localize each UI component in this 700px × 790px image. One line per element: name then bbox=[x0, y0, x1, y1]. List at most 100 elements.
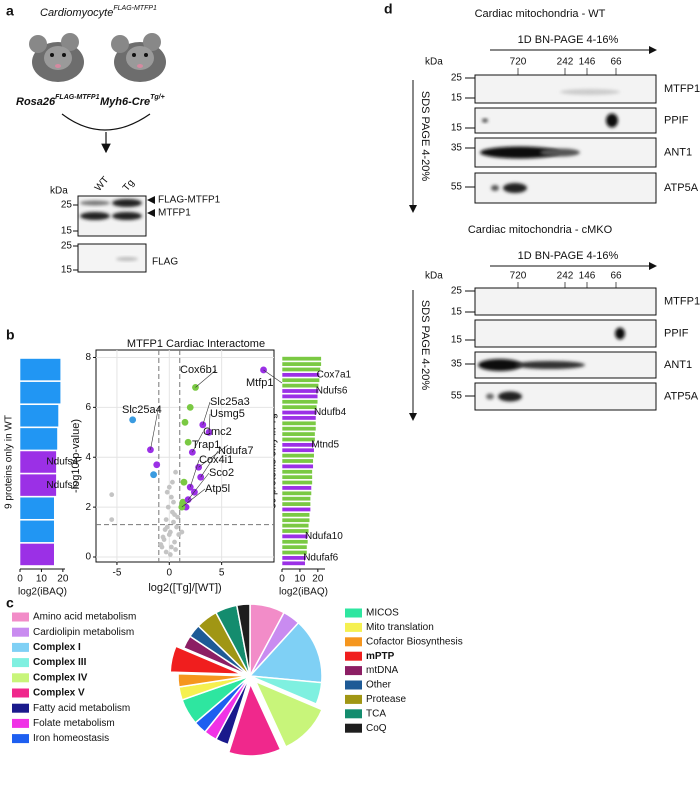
bar bbox=[281, 528, 310, 534]
ladder-label: 66 bbox=[610, 271, 622, 282]
band-arrow bbox=[147, 196, 155, 204]
pie-slice bbox=[177, 673, 251, 688]
legend-label: mtDNA bbox=[366, 665, 399, 676]
data-point bbox=[186, 403, 194, 411]
bar bbox=[281, 485, 312, 491]
blot-band bbox=[112, 212, 142, 220]
sds-label: SDS PAGE 4-20% bbox=[419, 91, 431, 181]
bar bbox=[281, 544, 308, 550]
legend-swatch bbox=[12, 642, 29, 652]
bar bbox=[281, 458, 314, 464]
ladder-label: 242 bbox=[557, 271, 574, 282]
panel-label: a bbox=[6, 3, 14, 19]
bar bbox=[281, 410, 318, 416]
bar bbox=[281, 490, 312, 496]
mouse-label-sup: FLAG-MTFP1 bbox=[55, 94, 99, 101]
blot-band bbox=[503, 183, 527, 193]
legend-swatch bbox=[345, 666, 362, 676]
bar bbox=[281, 523, 310, 529]
blot bbox=[474, 74, 657, 104]
x-tick-label: 20 bbox=[57, 574, 69, 585]
mouse-icon bbox=[111, 33, 166, 82]
legend-swatch bbox=[12, 688, 29, 698]
data-point bbox=[171, 519, 176, 525]
bar bbox=[281, 512, 311, 518]
x-tick-label: 0 bbox=[279, 574, 285, 585]
blot-band bbox=[482, 118, 488, 123]
bar bbox=[281, 453, 315, 459]
legend-swatch bbox=[12, 658, 29, 668]
data-point bbox=[109, 517, 115, 522]
bar bbox=[281, 560, 306, 566]
bar bbox=[281, 361, 322, 367]
ladder-label: 146 bbox=[579, 271, 596, 282]
leader-line bbox=[263, 369, 283, 384]
legend-swatch bbox=[345, 694, 362, 704]
bar bbox=[281, 415, 317, 421]
legend-swatch bbox=[12, 627, 29, 637]
blot-band bbox=[80, 212, 110, 220]
bar-label: Ndufs2 bbox=[46, 480, 78, 491]
bar bbox=[281, 496, 311, 502]
kda-label: kDa bbox=[425, 271, 443, 282]
panel-label: c bbox=[6, 595, 14, 611]
legend-label: TCA bbox=[366, 708, 386, 719]
legend-label: Complex IV bbox=[33, 672, 88, 683]
pie-slice bbox=[248, 621, 323, 684]
mouse-label: Myh6-CreTg/+ bbox=[100, 94, 165, 108]
bar bbox=[19, 404, 59, 428]
bar bbox=[19, 543, 55, 566]
pie-slice bbox=[254, 680, 324, 748]
bar bbox=[281, 383, 320, 389]
row-label: PPIF bbox=[664, 114, 689, 126]
x-tick-label: 0 bbox=[167, 568, 173, 579]
row-label: MTFP1 bbox=[664, 295, 700, 307]
bar bbox=[281, 404, 318, 410]
bar bbox=[281, 533, 309, 539]
data-point bbox=[167, 529, 173, 535]
cross-curve bbox=[61, 113, 151, 131]
row-label: ATP5A bbox=[664, 390, 699, 402]
bar-label: Cox7a1 bbox=[317, 369, 352, 380]
ladder-label: 242 bbox=[557, 57, 574, 68]
sds-label: SDS PAGE 4-20% bbox=[419, 300, 431, 390]
x-tick-label: 0 bbox=[17, 574, 23, 585]
leader-line bbox=[192, 431, 204, 453]
legend-label: Mito translation bbox=[366, 622, 434, 633]
panel-label: b bbox=[6, 327, 15, 343]
bar bbox=[19, 473, 57, 497]
data-point bbox=[175, 514, 181, 520]
bar bbox=[281, 506, 311, 512]
point-label: Atp5l bbox=[205, 483, 230, 495]
panel-label: d bbox=[384, 1, 393, 17]
chart-title: MTFP1 Cardiac Interactome bbox=[127, 338, 265, 350]
kda-label: kDa bbox=[50, 186, 68, 197]
x-tick-label: 20 bbox=[312, 574, 324, 585]
lane-label: WT bbox=[93, 175, 111, 194]
panel-a-title-sup: FLAG-MTFP1 bbox=[113, 5, 157, 12]
bar bbox=[281, 377, 320, 383]
mouse-label-sup: Tg/+ bbox=[150, 94, 165, 101]
bar-label: Ndufs4 bbox=[46, 457, 78, 468]
leader-line bbox=[150, 409, 159, 450]
data-point bbox=[167, 552, 173, 557]
pie-slice bbox=[227, 681, 282, 757]
legend-swatch bbox=[345, 709, 362, 719]
bar bbox=[281, 420, 317, 426]
mw-marker: 15 bbox=[451, 93, 463, 104]
legend-swatch bbox=[12, 703, 29, 713]
blot-band bbox=[615, 327, 625, 340]
bar bbox=[281, 442, 315, 448]
bar-label: Ndufaf6 bbox=[303, 553, 338, 564]
point-label: Slc25a4 bbox=[122, 404, 162, 416]
mw-marker: 25 bbox=[451, 73, 463, 84]
bar bbox=[19, 450, 57, 474]
bar bbox=[19, 496, 55, 520]
blot-band bbox=[540, 148, 580, 157]
leader-line bbox=[181, 488, 206, 508]
mw-marker: 25 bbox=[61, 241, 73, 252]
bar bbox=[281, 447, 315, 453]
bar bbox=[281, 469, 313, 475]
bar bbox=[281, 436, 316, 442]
